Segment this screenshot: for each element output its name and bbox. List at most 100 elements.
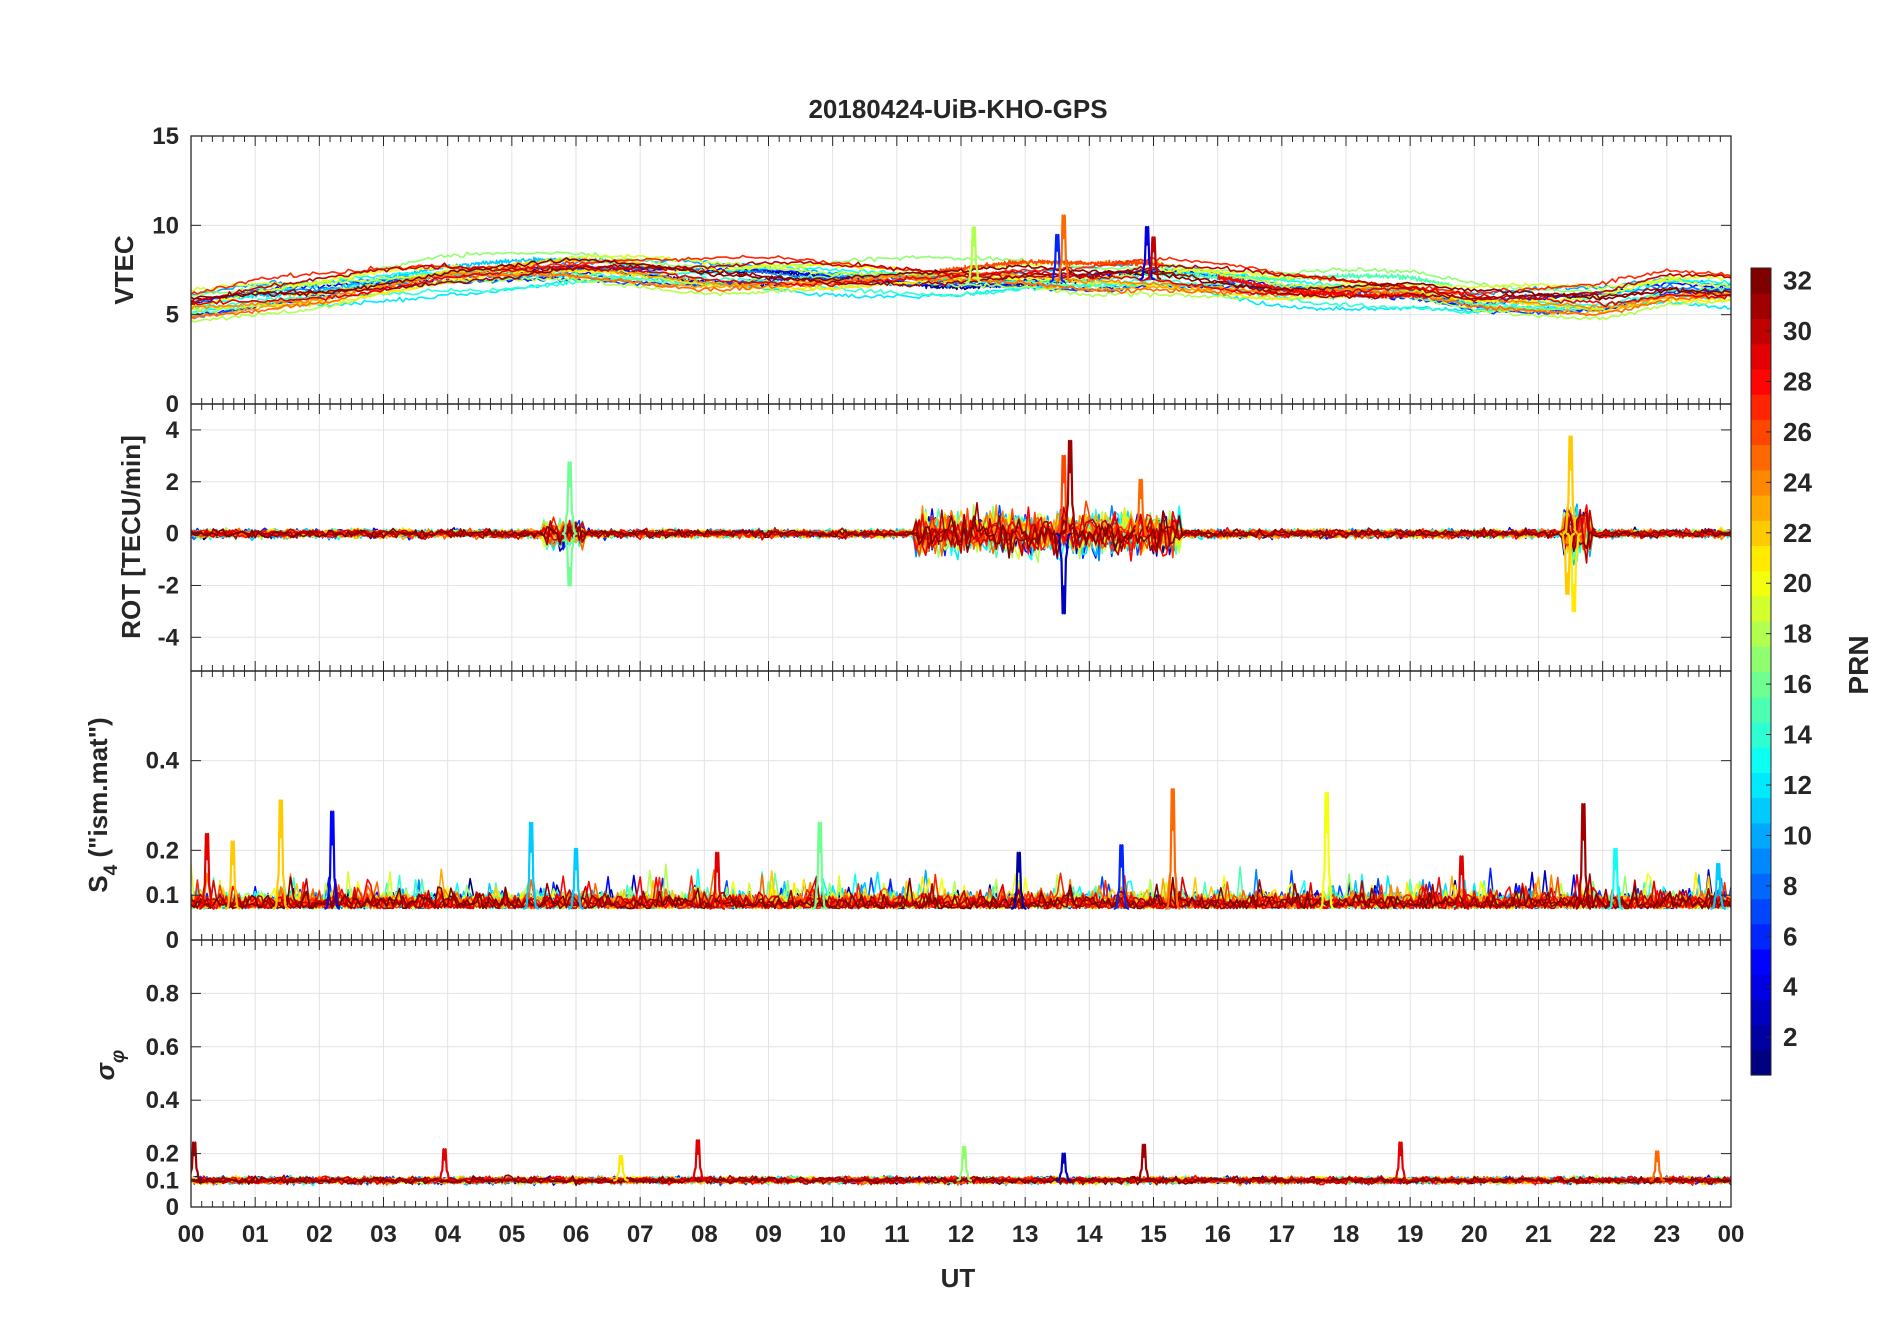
event-spike: [1055, 214, 1072, 283]
event-spike: [1139, 225, 1155, 281]
colorbar-band: [1751, 293, 1771, 320]
series-group: [191, 1139, 1731, 1187]
rot-plot-area: -4 -2 0 2 4: [158, 403, 1732, 672]
event-spike: [690, 1139, 706, 1182]
colorbar-band: [1751, 394, 1771, 420]
colorbar-band: [1751, 721, 1771, 748]
event-spike: [199, 832, 215, 910]
y-tick-label: 0: [166, 1194, 179, 1221]
colorbar-tick-label: 16: [1783, 669, 1812, 699]
y-tick-label: 10: [152, 212, 179, 239]
colorbar-band: [1751, 999, 1771, 1026]
x-tick-label: 14: [1076, 1221, 1103, 1248]
x-tick-label: 11: [884, 1221, 909, 1248]
x-tick-label: 09: [755, 1221, 782, 1248]
x-ticks: [190, 940, 1732, 1207]
x-ticks: [190, 671, 1732, 940]
event-spike: [561, 461, 578, 535]
colorbar-tick-label: 32: [1783, 266, 1812, 296]
y-tick-label: 0: [166, 521, 179, 548]
y-tick-label: 0.8: [146, 980, 179, 1007]
vtec-plot-area: 0 5 10 15: [152, 123, 1732, 418]
colorbar-band: [1751, 545, 1771, 572]
sigma-phi-ylabel: σφ: [90, 1050, 129, 1081]
x-tick-label: 19: [1397, 1221, 1424, 1248]
x-tick-label: 04: [434, 1221, 461, 1248]
prn-series-line: [191, 263, 1731, 304]
event-spike: [1453, 855, 1470, 910]
prn-series-line: [191, 260, 1731, 306]
s4-ylabel: S4 ("ism.mat"): [83, 717, 122, 892]
rot-panel: ROT [TECU/min] -4 -2 0 2 4: [116, 403, 1732, 672]
y-tick-label: 0.1: [146, 1167, 179, 1194]
event-spike: [956, 1145, 972, 1182]
colorbar-band: [1751, 671, 1771, 698]
colorbar-band: [1751, 621, 1771, 647]
prn-series-line: [191, 510, 1731, 559]
event-spike: [1710, 862, 1726, 910]
colorbar-band: [1751, 948, 1771, 975]
event-spike: [709, 851, 725, 910]
y-tick-label: 0.6: [146, 1034, 179, 1061]
prn-series-line: [191, 251, 1731, 297]
event-spike: [273, 799, 289, 910]
prn-series-line: [191, 501, 1731, 554]
colorbar-tick-label: 4: [1783, 972, 1798, 1002]
colorbar-tick-label: 2: [1783, 1022, 1797, 1052]
colorbar-frame: [1750, 267, 1772, 1076]
x-tick-label: 00: [178, 1221, 205, 1248]
prn-series-line: [191, 878, 1731, 910]
x-tick-label: 12: [948, 1221, 975, 1248]
s4-ylabel-rest: ("ism.mat"): [83, 717, 113, 864]
event-spike: [1392, 1141, 1409, 1182]
colorbar-band: [1751, 848, 1771, 874]
prn-series-line: [191, 271, 1731, 320]
event-spike: [1649, 1150, 1665, 1182]
colorbar-band: [1751, 1049, 1771, 1076]
series-group: [191, 788, 1731, 910]
rot-ylabel: ROT [TECU/min]: [116, 435, 146, 639]
y-tick-label: 0.4: [146, 1087, 180, 1114]
y-tick-label: 0.2: [146, 1141, 179, 1168]
x-tick-label: 06: [563, 1221, 590, 1248]
event-spike: [568, 847, 584, 910]
x-tick-label: 08: [691, 1221, 718, 1248]
y-tick-label: 0: [166, 391, 179, 418]
x-tick-label: 21: [1525, 1221, 1552, 1248]
colorbar-band: [1751, 570, 1771, 597]
colorbar-band: [1751, 873, 1771, 900]
colorbar-tick-label: 10: [1783, 820, 1812, 850]
y-tick-label: 0.1: [146, 882, 179, 909]
event-spike: [812, 821, 828, 910]
colorbar-band: [1751, 469, 1771, 496]
y-tick-label: -2: [158, 572, 179, 599]
colorbar-band: [1751, 343, 1771, 370]
event-spike: [1055, 454, 1072, 535]
event-spike: [1562, 435, 1579, 535]
y-tick-label: 5: [166, 302, 179, 329]
event-spike: [225, 840, 241, 910]
colorbar-band: [1751, 923, 1771, 950]
event-spike: [191, 1141, 202, 1182]
sigma-phi-plot-area: 00.10.2 0.4 0.6 0.8 00 01 02 03 04 05 06 07 08 09 10 11…: [146, 939, 1745, 1248]
x-tick-label: 10: [819, 1221, 846, 1248]
colorbar-tick-label: 8: [1783, 871, 1797, 901]
colorbar-tick-label: 24: [1783, 467, 1812, 497]
colorbar-label: PRN: [1843, 635, 1874, 694]
x-tick-label: 15: [1140, 1221, 1167, 1248]
x-tick-label: 00: [1718, 1221, 1745, 1248]
x-tick-label: 03: [370, 1221, 397, 1248]
event-spike: [1136, 1143, 1152, 1182]
event-spike: [1055, 1152, 1072, 1182]
prn-series-line: [191, 276, 1731, 324]
x-tick-label: 18: [1333, 1221, 1360, 1248]
prn-series-line: [191, 873, 1731, 910]
s4-panel: S4 ("ism.mat") 0 0.1 0.2 0.4: [83, 670, 1732, 954]
colorbar-tick-label: 28: [1783, 366, 1812, 396]
colorbar-band: [1751, 646, 1771, 673]
colorbar-tick-label: 26: [1783, 417, 1812, 447]
chart-title: 20180424-UiB-KHO-GPS: [808, 94, 1107, 124]
y-tick-label: 0.2: [146, 837, 179, 864]
x-tick-label: 20: [1461, 1221, 1488, 1248]
